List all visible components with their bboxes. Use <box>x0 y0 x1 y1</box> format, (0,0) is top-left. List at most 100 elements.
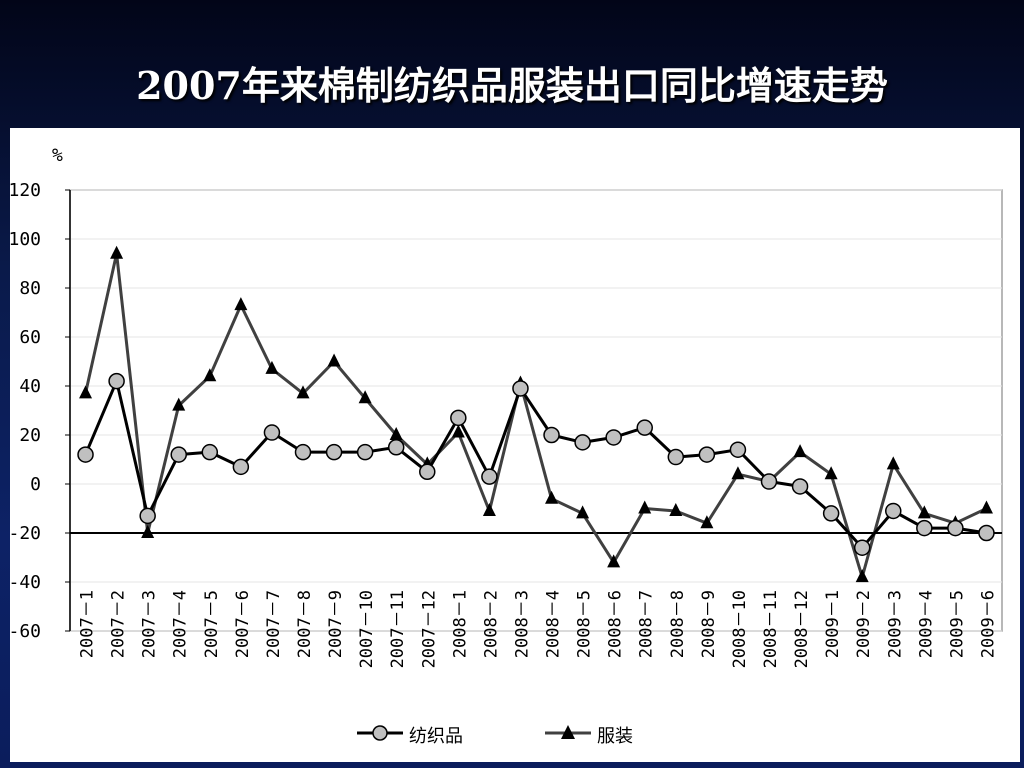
axis-layer: 120 100 80 60 40 20 0 -20 -40 -60 2007－1 2007－2 2007… <box>10 180 1002 668</box>
series-line-2 <box>84 252 988 579</box>
data-point-series-1 <box>760 473 778 490</box>
data-point-series-1 <box>356 443 374 461</box>
x-tick-label: 2008－9 <box>699 590 719 658</box>
data-point-series-2 <box>793 444 807 458</box>
data-point-series-1 <box>822 505 840 522</box>
data-point-series-2 <box>203 368 217 382</box>
data-point-series-1 <box>387 439 405 456</box>
x-tick-label: 2007－8 <box>295 590 315 658</box>
data-point-series-2 <box>327 353 341 367</box>
data-point-series-1 <box>481 468 498 485</box>
x-tick-label: 2009－3 <box>885 590 905 658</box>
data-point-series-2 <box>669 502 683 516</box>
y-tick-label: -40 <box>10 572 41 593</box>
y-tick-label: -60 <box>10 621 41 642</box>
data-point-series-2 <box>700 515 714 529</box>
data-point-series-1 <box>263 424 281 441</box>
data-point-series-1 <box>294 443 312 461</box>
data-point-series-2 <box>917 505 931 519</box>
data-point-series-1 <box>698 446 716 463</box>
x-tick-label: 2009－5 <box>947 590 967 658</box>
x-tick-label: 2007－12 <box>419 590 439 668</box>
data-point-series-1 <box>419 463 436 480</box>
data-point-series-1 <box>77 446 94 463</box>
data-point-series-2 <box>234 297 248 311</box>
x-tick-label: 2007－6 <box>233 590 253 658</box>
legend-label-series-1: 纺织品 <box>409 726 463 747</box>
data-point-series-1 <box>170 446 187 463</box>
x-tick-label: 2008－4 <box>544 590 564 658</box>
x-tick-label: 2007－9 <box>326 590 346 658</box>
y-tick-label: -20 <box>10 523 41 544</box>
data-point-series-2 <box>172 397 186 411</box>
data-point-series-1 <box>791 478 809 495</box>
x-tick-label: 2008－1 <box>450 590 470 658</box>
data-point-series-1 <box>574 434 591 451</box>
x-tick-label: 2007－1 <box>78 590 98 658</box>
data-point-series-2 <box>855 569 869 583</box>
data-point-series-1 <box>978 524 995 542</box>
data-point-series-1 <box>885 502 902 520</box>
y-axis-unit-label: % <box>52 145 63 166</box>
x-tick-label: 2007－7 <box>264 590 284 658</box>
data-point-series-2 <box>607 554 621 568</box>
data-point-series-2 <box>296 385 310 399</box>
y-tick-label: 40 <box>19 376 41 397</box>
data-point-series-2 <box>141 525 155 538</box>
data-point-series-2 <box>482 502 496 516</box>
data-point-series-1 <box>232 458 250 476</box>
data-point-series-1 <box>729 441 747 458</box>
legend-triangle-marker-icon <box>545 725 591 739</box>
series-layer <box>77 245 995 583</box>
data-point-series-2 <box>389 427 403 440</box>
data-point-series-2 <box>358 390 372 404</box>
y-tick-label: 100 <box>10 229 41 250</box>
data-point-series-1 <box>543 426 560 444</box>
x-tick-label: 2007－3 <box>140 590 160 658</box>
data-point-series-2 <box>979 500 993 514</box>
data-point-series-1 <box>450 409 467 427</box>
x-tick-label: 2009－4 <box>916 590 936 658</box>
x-tick-label: 2009－2 <box>854 590 874 658</box>
x-tick-label: 2008－6 <box>606 590 626 658</box>
x-tick-label: 2007－10 <box>357 590 377 668</box>
chart-panel: % 120 100 80 60 40 20 0 -20 -40 -60 2007－1 2007－2 20… <box>10 128 1020 762</box>
x-tick-label: 2009－1 <box>823 590 843 658</box>
data-point-series-1 <box>139 507 156 525</box>
chart-legend: 纺织品 服装 <box>10 718 1020 748</box>
y-tick-label: 0 <box>30 474 41 495</box>
data-point-series-2 <box>824 466 838 480</box>
legend-circle-marker-icon <box>357 725 403 741</box>
line-chart: % 120 100 80 60 40 20 0 -20 -40 -60 2007－1 2007－2 20… <box>10 145 1003 668</box>
x-tick-label: 2008－5 <box>575 590 595 658</box>
data-point-series-1 <box>853 539 871 556</box>
data-point-series-1 <box>108 372 125 390</box>
x-tick-label: 2007－4 <box>171 590 191 658</box>
data-point-series-2 <box>638 500 652 514</box>
series-line-1 <box>84 379 987 550</box>
data-point-series-2 <box>545 490 559 504</box>
data-point-series-2 <box>110 245 124 259</box>
x-tick-label: 2008－7 <box>637 590 657 658</box>
x-tick-label: 2007－2 <box>109 590 129 658</box>
legend-item-series-2: 服装 <box>543 718 663 748</box>
x-tick-label: 2008－2 <box>481 590 501 658</box>
y-tick-label: 120 <box>10 180 41 201</box>
legend-item-series-1: 纺织品 <box>355 718 495 748</box>
y-tick-label: 80 <box>19 278 41 299</box>
data-point-series-1 <box>636 419 653 436</box>
x-tick-label: 2008－12 <box>792 590 812 668</box>
y-tick-label: 60 <box>19 327 41 348</box>
x-tick-label: 2008－8 <box>668 590 688 658</box>
data-point-series-1 <box>325 443 343 461</box>
legend-label-series-2: 服装 <box>597 726 633 747</box>
data-point-series-1 <box>916 519 933 537</box>
data-point-series-1 <box>667 448 685 466</box>
data-point-series-2 <box>451 424 465 438</box>
data-point-series-1 <box>947 519 964 537</box>
x-tick-label: 2008－10 <box>730 590 750 668</box>
data-point-series-2 <box>576 505 590 519</box>
data-point-series-1 <box>605 429 622 446</box>
x-tick-label: 2007－11 <box>388 590 408 668</box>
y-tick-label: 20 <box>19 425 41 446</box>
